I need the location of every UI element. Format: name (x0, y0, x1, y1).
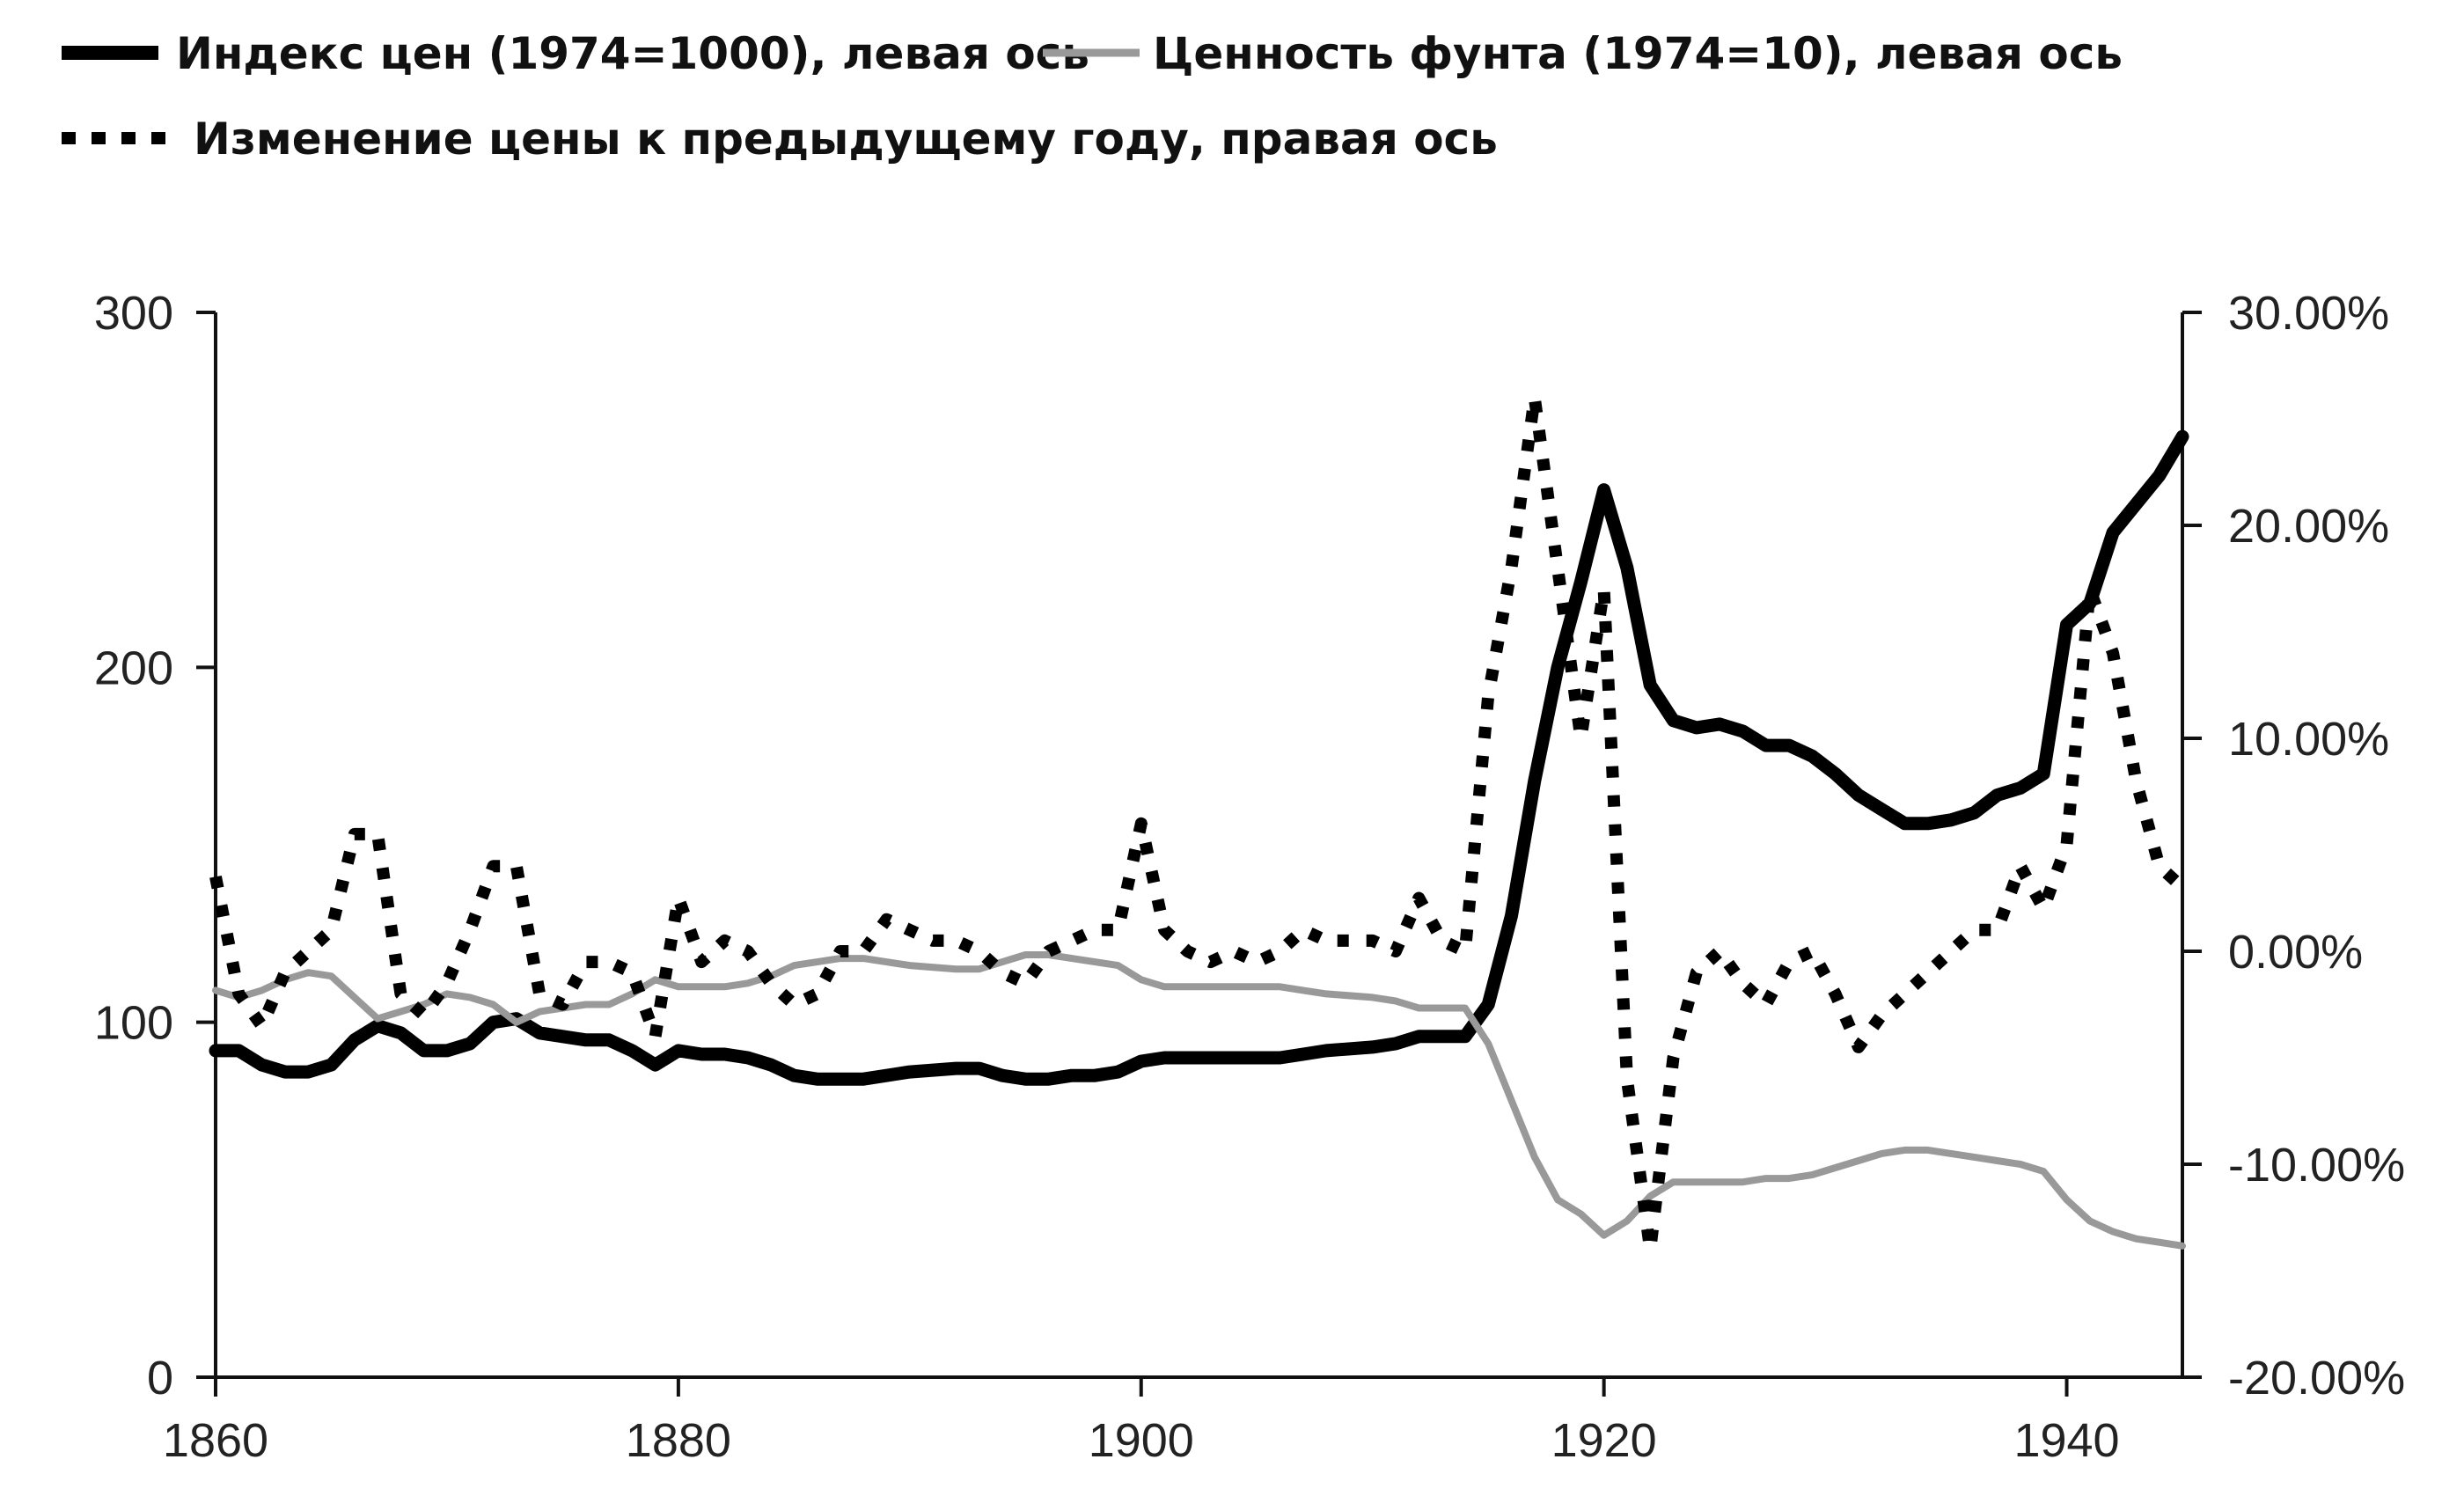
right-y-tick-label: 0.00% (2228, 926, 2363, 979)
right-y-tick-label: 10.00% (2228, 713, 2389, 766)
left-y-tick-label: 100 (94, 997, 173, 1050)
right-y-tick-label: 20.00% (2228, 500, 2389, 553)
plot-area (209, 391, 2189, 1256)
right-y-tick-label: 30.00% (2228, 287, 2389, 340)
right-y-tick-label: -20.00% (2228, 1352, 2405, 1404)
legend-label: Изменение цены к предыдущему году, права… (194, 114, 1498, 165)
x-tick-label: 1880 (626, 1414, 731, 1467)
price-index-line (209, 429, 2189, 1086)
pound-value-line (212, 951, 2186, 1250)
left-y-tick-label: 0 (147, 1352, 173, 1404)
x-tick-label: 1920 (1551, 1414, 1657, 1467)
x-tick-label: 1860 (163, 1414, 268, 1467)
legend-label: Ценность фунта (1974=10), левая ось (1153, 28, 2123, 79)
left-y-tick-label: 300 (94, 287, 173, 340)
legend: Индекс цен (1974=1000), левая ось Ценност… (62, 28, 2123, 165)
right-y-tick-label: -10.00% (2228, 1139, 2405, 1192)
legend-label: Индекс цен (1974=1000), левая ось (176, 28, 1089, 79)
price-change-line (209, 391, 2187, 1256)
left-y-tick-label: 200 (94, 642, 173, 694)
axes: 1860 1880 1900 1920 1940 0 100 200 300 -20.00% -10… (94, 287, 2405, 1467)
x-tick-label: 1900 (1089, 1414, 1194, 1467)
x-tick-label: 1940 (2013, 1414, 2119, 1467)
